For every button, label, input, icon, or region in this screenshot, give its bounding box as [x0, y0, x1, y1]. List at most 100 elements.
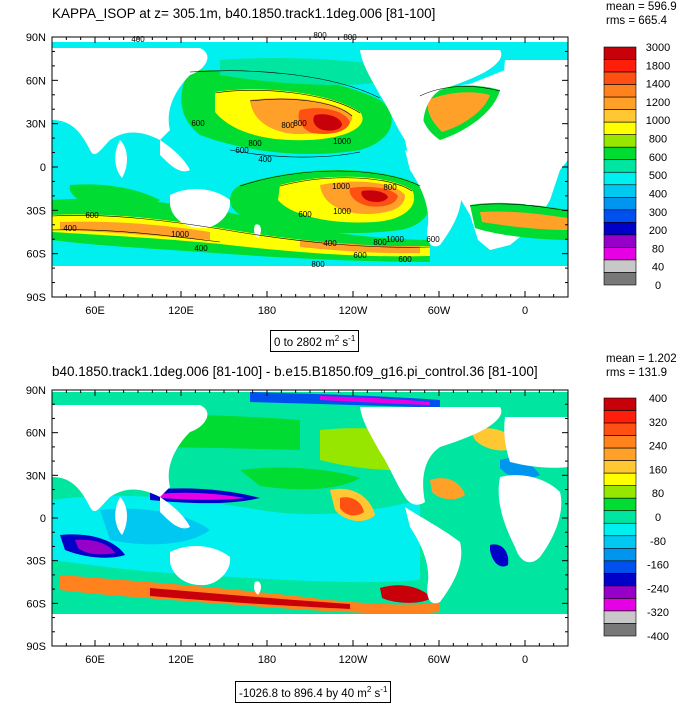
top-mean: mean = 596.9: [606, 1, 677, 13]
colorbar-label: 200: [649, 225, 667, 237]
lon-label: 0: [522, 654, 528, 666]
top-axis-ticks: [51, 36, 569, 298]
colorbar-label: 400: [649, 393, 667, 405]
bottom-units-exp1: 2: [366, 685, 372, 694]
lon-label: 60W: [428, 305, 451, 317]
top-colorbar: 3000180014001200100080060050040030020080…: [603, 42, 670, 292]
colorbar-label: -160: [647, 560, 669, 572]
bottom-map-title: b40.1850.track1.1deg.006 [81-100] - b.e1…: [52, 364, 538, 379]
colorbar-swatch: [603, 535, 637, 549]
contour-label: 800: [313, 31, 327, 40]
colorbar-swatch: [603, 222, 637, 236]
colorbar-swatch: [603, 410, 637, 424]
colorbar-label: -400: [647, 631, 669, 643]
colorbar-label: 0: [655, 512, 661, 524]
contour-label: 600: [353, 251, 367, 260]
lat-label: 90N: [26, 385, 46, 397]
colorbar-swatch: [603, 197, 637, 211]
lat-label: 30N: [26, 119, 46, 131]
bottom-rms: rms = 131.9: [606, 367, 668, 379]
colorbar-swatch: [603, 96, 637, 110]
top-rms: rms = 665.4: [606, 15, 668, 27]
colorbar-swatch: [603, 497, 637, 512]
top-lat-labels: 90N 60N 30N 0 30S 60S 90S: [26, 32, 46, 304]
colorbar-label: 80: [652, 243, 664, 255]
bottom-units-s: s: [374, 687, 381, 700]
colorbar-swatch: [603, 171, 637, 186]
colorbar-label: -320: [647, 607, 669, 619]
colorbar-swatch: [603, 623, 637, 637]
colorbar-label: 300: [649, 207, 667, 219]
top-land: [52, 37, 568, 297]
contour-label: 800: [281, 121, 295, 130]
lat-label: 30N: [26, 470, 46, 482]
contour-label: 800: [373, 238, 387, 247]
bottom-colorbar: 400 320 240 160 80 0 -80 -160 -240 -320 -400: [603, 393, 669, 643]
colorbar-label: 1000: [646, 115, 670, 127]
colorbar-swatch: [603, 71, 637, 85]
colorbar-swatch: [603, 46, 637, 60]
colorbar-swatch: [603, 109, 637, 123]
colorbar-swatch: [603, 472, 637, 486]
colorbar-label: 400: [649, 188, 667, 200]
contour-label: 1000: [332, 182, 350, 191]
contour-label: 800: [311, 260, 325, 269]
top-contours: [52, 70, 568, 248]
colorbar-swatch: [603, 146, 637, 161]
lat-label: 0: [40, 162, 46, 174]
colorbar-label: 320: [649, 417, 667, 429]
bottom-units-m: m: [357, 687, 367, 700]
lon-label: 120E: [168, 305, 194, 317]
contour-label: 1000: [333, 137, 351, 146]
colorbar-label: -80: [650, 536, 666, 548]
colorbar-swatch: [603, 209, 637, 223]
top-units-m: m: [325, 336, 335, 349]
lon-label: 60E: [85, 305, 105, 317]
contour-label: 1000: [171, 230, 189, 239]
colorbar-swatch: [603, 573, 637, 587]
colorbar-label: 500: [649, 170, 667, 182]
colorbar-swatch: [603, 447, 637, 461]
lon-label: 180: [258, 305, 276, 317]
lat-label: 90N: [26, 32, 46, 44]
contour-label: 800: [248, 139, 262, 148]
colorbar-label: 0: [655, 280, 661, 292]
lat-label: 60N: [26, 428, 46, 440]
top-map-panel: KAPPA_ISOP at z= 305.1m, b40.1850.track1…: [0, 0, 700, 352]
contour-label: 400: [194, 244, 208, 253]
bottom-map-panel: b40.1850.track1.1deg.006 [81-100] - b.e1…: [0, 350, 700, 703]
contour-label: 600: [85, 211, 99, 220]
colorbar-label: 1400: [646, 79, 670, 91]
colorbar-label: 3000: [646, 42, 670, 54]
lat-label: 60S: [26, 598, 46, 610]
contour-label: 600: [191, 119, 205, 128]
top-stats: mean = 596.9 rms = 665.4: [606, 0, 677, 28]
colorbar-swatch: [603, 184, 637, 198]
top-units-exp1: 2: [334, 334, 340, 343]
contour-label: 800: [383, 183, 397, 192]
colorbar-swatch: [603, 84, 637, 98]
top-lon-labels: 60E 120E 180 120W 60W 0: [85, 305, 528, 317]
colorbar-label: 1800: [646, 60, 670, 72]
bottom-units-exp2: -1: [380, 685, 388, 694]
top-range-box: 0 to 2802 m2 s-1: [270, 330, 360, 352]
colorbar-label: 600: [649, 152, 667, 164]
colorbar-swatch: [603, 134, 637, 148]
colorbar-label: 160: [649, 464, 667, 476]
contour-label: 600: [235, 146, 249, 155]
top-range-text: 0 to 2802: [274, 336, 322, 349]
colorbar-swatch: [603, 522, 637, 537]
bottom-range-text: -1026.8 to 896.4 by 40: [239, 687, 355, 700]
lat-label: 60N: [26, 75, 46, 87]
colorbar-label: 40: [652, 262, 664, 274]
colorbar-label: 80: [652, 488, 664, 500]
contour-label: 1000: [386, 235, 404, 244]
colorbar-swatch: [603, 610, 637, 624]
colorbar-swatch: [603, 159, 637, 173]
contour-label: 400: [258, 155, 272, 164]
colorbar-swatch: [603, 422, 637, 436]
colorbar-swatch: [603, 485, 637, 499]
lon-label: 0: [522, 305, 528, 317]
bottom-lat-labels: 90N 60N 30N 0 30S 60S 90S: [26, 385, 46, 653]
